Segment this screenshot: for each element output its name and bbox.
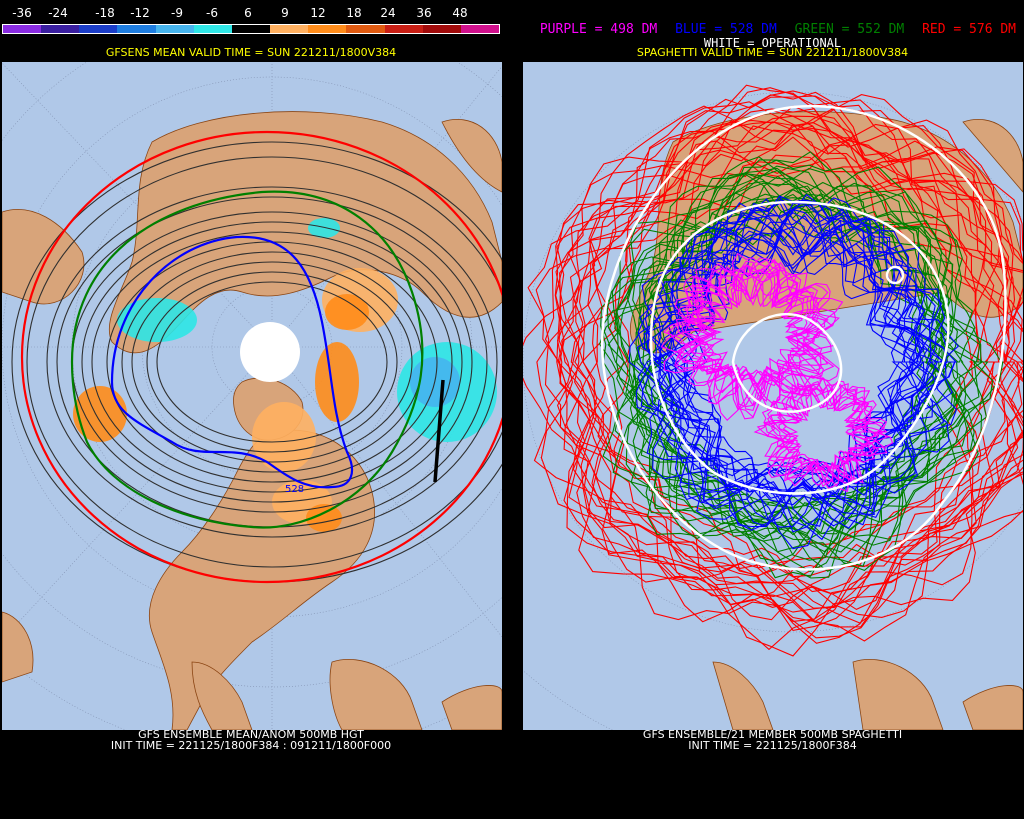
colorbar-label: -36	[12, 6, 32, 20]
spaghetti-map	[523, 62, 1023, 730]
spaghetti-panel: PURPLE = 498 DM BLUE = 528 DM GREEN = 55…	[521, 0, 1024, 819]
left-valid-time-header: GFSENS MEAN VALID TIME = SUN 221211/1800…	[105, 46, 397, 59]
spaghetti-member-contour	[527, 84, 1023, 642]
colorbar-swatch	[231, 25, 271, 33]
spaghetti-member-contour	[764, 382, 877, 486]
spaghetti-member-contour	[681, 273, 824, 394]
colorbar-swatch	[270, 25, 309, 33]
legend-green: GREEN = 552 DM	[794, 22, 905, 37]
height-contours	[11, 141, 502, 583]
spaghetti-map-svg	[523, 84, 1023, 730]
colorbar-swatch	[346, 25, 385, 33]
spaghetti-member-contour	[636, 206, 947, 515]
colorbar-swatch	[3, 25, 42, 33]
right-footer-title: GFS ENSEMBLE/21 MEMBER 500MB SPAGHETTI	[642, 728, 903, 741]
trough-axis-marker	[433, 379, 445, 483]
spaghetti-member-contour	[556, 108, 1023, 628]
spaghetti-member-contour	[694, 275, 823, 402]
spaghetti-member-contour	[645, 193, 954, 535]
colorbar-swatch	[422, 25, 461, 33]
polar-ice	[240, 322, 300, 382]
left-footer-init-time: INIT TIME = 221125/1800F384 : 091211/180…	[110, 739, 392, 752]
left-footer-title: GFS ENSEMBLE MEAN/ANOM 500MB HGT	[138, 728, 364, 741]
spaghetti-member-contour	[663, 252, 840, 420]
colorbar-label: 48	[452, 6, 468, 20]
spaghetti-member-contour	[674, 259, 835, 418]
legend-blue: BLUE = 528 DM	[675, 22, 777, 37]
spaghetti-member-contour	[667, 258, 837, 405]
legend-purple: PURPLE = 498 DM	[539, 22, 658, 37]
legend-red: RED = 576 DM	[922, 22, 1016, 37]
spaghetti-member-contour	[557, 123, 1016, 606]
spaghetti-member-contour	[569, 125, 1023, 611]
ensemble-mean-map: 528	[2, 62, 502, 730]
spaghetti-member-contour	[606, 167, 994, 567]
legend-white: WHITE = OPERATIONAL	[703, 36, 842, 50]
spaghetti-member-contour	[555, 110, 1023, 624]
spaghetti-member-contour	[554, 91, 1023, 639]
spaghetti-member-contour	[601, 172, 989, 546]
contour-552	[70, 190, 424, 529]
operational-contours	[600, 104, 1007, 571]
colorbar-swatch	[41, 25, 80, 33]
spaghetti-member-contour	[763, 383, 888, 482]
spaghetti-member-contour	[761, 375, 894, 493]
anomaly-colorbar	[2, 24, 500, 34]
colorbar-swatch	[117, 25, 156, 33]
colorbar-swatch	[460, 25, 500, 33]
spaghetti-member-contour	[770, 387, 880, 482]
colorbar-label: -12	[130, 6, 150, 20]
spaghetti-member-contour	[637, 198, 956, 526]
spaghetti-member-contour	[657, 229, 923, 492]
spaghetti-legend: PURPLE = 498 DM BLUE = 528 DM GREEN = 55…	[521, 22, 1024, 37]
contour-528	[110, 235, 354, 489]
spaghetti-member-contour	[753, 380, 888, 487]
spaghetti-member-contour	[674, 260, 832, 410]
colorbar-label: 12	[310, 6, 326, 20]
colorbar-label: 9	[281, 6, 289, 20]
contour-label-528: 528	[285, 484, 304, 495]
spaghetti-member-contour	[611, 165, 988, 572]
colorbar-label: 6	[244, 6, 252, 20]
spaghetti-member-contour	[535, 101, 1023, 618]
spaghetti-498-purple	[660, 252, 894, 493]
colorbar-swatch	[193, 25, 232, 33]
colorbar-label: -6	[206, 6, 218, 20]
left-footer: GFS ENSEMBLE MEAN/ANOM 500MB HGT INIT TI…	[0, 729, 502, 751]
colorbar-label: 18	[346, 6, 362, 20]
spaghetti-member-contour	[681, 268, 829, 407]
colorbar-swatch	[308, 25, 347, 33]
ensemble-mean-panel: -36 -24 -18 -12 -9 -6 6 9 12 18 24 36 48…	[0, 0, 502, 819]
colorbar-label: -9	[171, 6, 183, 20]
anomaly-colorbar-labels: -36 -24 -18 -12 -9 -6 6 9 12 18 24 36 48	[0, 6, 500, 22]
colorbar-swatch	[384, 25, 423, 33]
colorbar-label: 36	[416, 6, 432, 20]
spaghetti-member-contour	[523, 94, 1023, 621]
colorbar-label: 24	[380, 6, 396, 20]
contour-576	[20, 130, 502, 584]
spaghetti-member-contour	[628, 197, 960, 520]
colorbar-swatch	[155, 25, 194, 33]
spaghetti-member-contour	[663, 225, 912, 503]
spaghetti-member-contour	[615, 169, 980, 552]
spaghetti-member-contour	[677, 263, 837, 406]
colorbar-label: -18	[95, 6, 115, 20]
right-footer-init-time: INIT TIME = 221125/1800F384	[688, 739, 857, 752]
right-valid-time-header: SPAGHETTI VALID TIME = SUN 221211/1800V3…	[636, 46, 909, 59]
colorbar-label: -24	[48, 6, 68, 20]
spaghetti-member-contour	[570, 144, 1010, 573]
ensemble-mean-map-svg: 528	[2, 62, 502, 730]
colorbar-swatch	[79, 25, 118, 33]
spaghetti-member-contour	[598, 173, 984, 540]
spaghetti-member-contour	[544, 90, 1023, 644]
right-footer: GFS ENSEMBLE/21 MEMBER 500MB SPAGHETTI I…	[521, 729, 1024, 751]
